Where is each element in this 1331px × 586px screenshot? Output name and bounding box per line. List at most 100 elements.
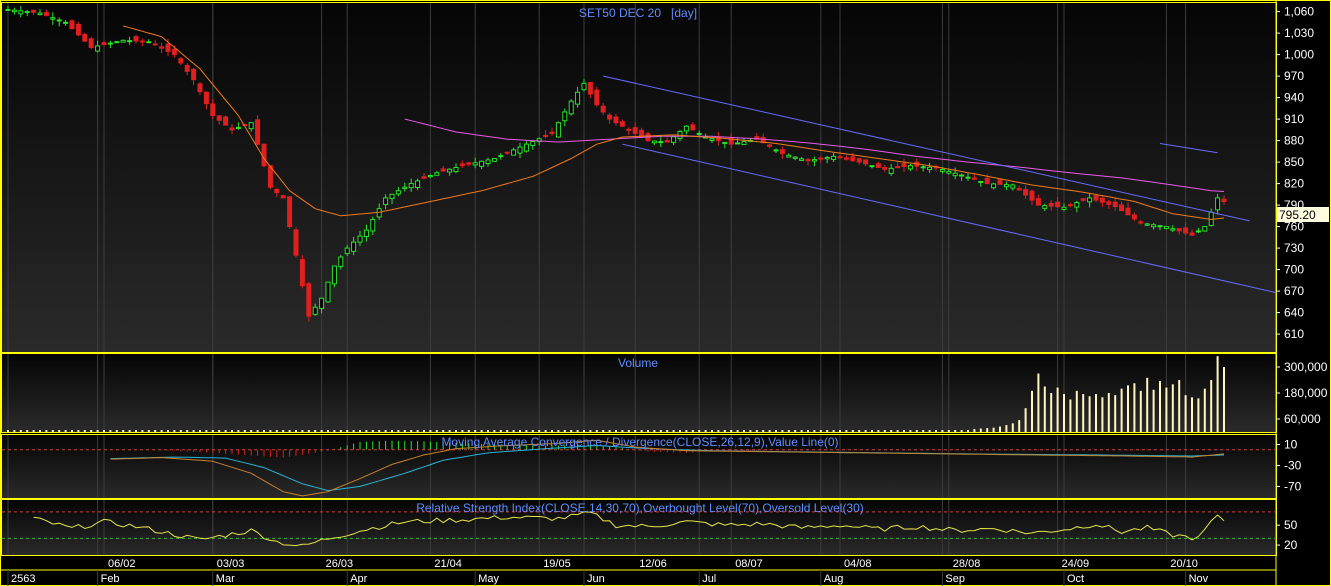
candle-body xyxy=(287,196,293,228)
candle-body xyxy=(517,146,523,154)
y-tick-label: 670 xyxy=(1284,284,1304,298)
volume-bar xyxy=(307,430,310,432)
candle-body xyxy=(587,82,593,95)
volume-bar xyxy=(109,430,112,432)
volume-bar xyxy=(557,430,560,432)
volume-bar xyxy=(429,430,432,432)
candle-body xyxy=(1048,202,1054,207)
candle-body xyxy=(1176,228,1182,232)
volume-bar xyxy=(672,430,675,432)
volume-bar xyxy=(1184,395,1187,432)
candle-body xyxy=(267,165,273,188)
volume-bar xyxy=(1031,390,1033,432)
candle-body xyxy=(184,64,190,72)
candle-body xyxy=(274,188,280,194)
volume-bar xyxy=(1216,356,1219,432)
candle-body xyxy=(447,168,453,173)
candle-body xyxy=(63,21,69,24)
y-tick-label: 850 xyxy=(1284,155,1304,169)
candle-body xyxy=(523,143,529,152)
volume-bar xyxy=(992,427,995,432)
candle-body xyxy=(171,48,177,56)
candle-body xyxy=(1112,201,1118,208)
volume-bar xyxy=(877,430,880,432)
volume-bar xyxy=(1146,377,1149,432)
macd-line xyxy=(110,439,1225,497)
volume-bar xyxy=(13,430,16,432)
candle-body xyxy=(402,186,408,190)
candle-body xyxy=(952,172,958,177)
volume-bar xyxy=(160,430,163,432)
candle-body xyxy=(1093,195,1099,201)
volume-bar xyxy=(954,430,957,432)
volume-bar xyxy=(755,430,758,432)
volume-bar xyxy=(1082,394,1085,432)
volume-bar xyxy=(250,430,253,432)
last-price-badge-bg xyxy=(1277,207,1329,222)
candle-body xyxy=(1215,197,1221,211)
candle-body xyxy=(792,156,798,159)
volume-bar xyxy=(723,430,726,432)
y-tick-label: 1,000 xyxy=(1284,48,1314,62)
candle-body xyxy=(1016,188,1022,191)
candle-body xyxy=(1170,228,1176,231)
candle-body xyxy=(709,138,715,142)
candle-body xyxy=(312,306,318,315)
volume-bar xyxy=(314,430,317,432)
volume-bar xyxy=(1191,397,1193,432)
candle-body xyxy=(760,137,766,144)
candle-body xyxy=(248,122,254,130)
volume-bar xyxy=(64,430,67,432)
volume-bar xyxy=(1178,380,1181,432)
x-axis-ticks: 06/02 03/03 26/03 21/04 19/05 12/06 08/07 04/08… xyxy=(7,558,1209,586)
volume-bar xyxy=(19,430,22,432)
volume-bar xyxy=(1152,389,1155,432)
volume-bar xyxy=(96,430,99,432)
candle-body xyxy=(895,166,901,169)
volume-bar xyxy=(819,430,822,432)
volume-bar xyxy=(768,430,771,432)
candle-body xyxy=(594,89,600,106)
y-tick-label: 20 xyxy=(1284,538,1298,552)
volume-bar xyxy=(1171,384,1174,432)
volume-bar xyxy=(647,430,649,432)
volume-bar xyxy=(467,430,470,432)
candle-body xyxy=(280,195,286,199)
x-tick-label-date: 20/10 xyxy=(1170,558,1198,570)
candle-body xyxy=(1221,198,1227,203)
candle-body xyxy=(1042,205,1048,209)
x-tick-label-date: 21/04 xyxy=(434,558,462,570)
candle-body xyxy=(991,183,997,189)
volume-bar xyxy=(320,430,323,432)
candle-body xyxy=(971,177,977,180)
candle-body xyxy=(440,168,446,172)
volume-bar xyxy=(135,430,137,432)
volume-bar xyxy=(90,430,93,432)
volume-bar xyxy=(947,430,950,432)
volume-bar xyxy=(71,430,73,432)
volume-bar xyxy=(1095,394,1097,432)
volume-bar xyxy=(531,430,534,432)
volume-bar xyxy=(1056,387,1059,432)
volume-bar xyxy=(45,430,48,432)
candle-body xyxy=(511,149,517,156)
volume-bar xyxy=(218,430,221,432)
volume-bar xyxy=(595,430,598,432)
candle-body xyxy=(159,46,165,49)
volume-bar xyxy=(122,430,125,432)
annotation-channel-lower xyxy=(622,143,1275,293)
candle-body xyxy=(536,138,542,143)
candle-body xyxy=(146,41,152,44)
volume-bar xyxy=(7,430,9,432)
candle-body xyxy=(82,33,88,42)
x-tick-label-month: Jul xyxy=(702,573,716,585)
candle-body xyxy=(1195,230,1201,233)
volume-bar xyxy=(736,430,739,432)
volume-bar xyxy=(973,428,976,432)
candle-body xyxy=(415,180,421,188)
volume-bar xyxy=(237,430,240,432)
x-tick-label-date: 26/03 xyxy=(326,558,354,570)
volume-bar xyxy=(275,430,278,432)
x-tick-label-date: 28/08 xyxy=(953,558,981,570)
volume-bar xyxy=(391,430,393,432)
